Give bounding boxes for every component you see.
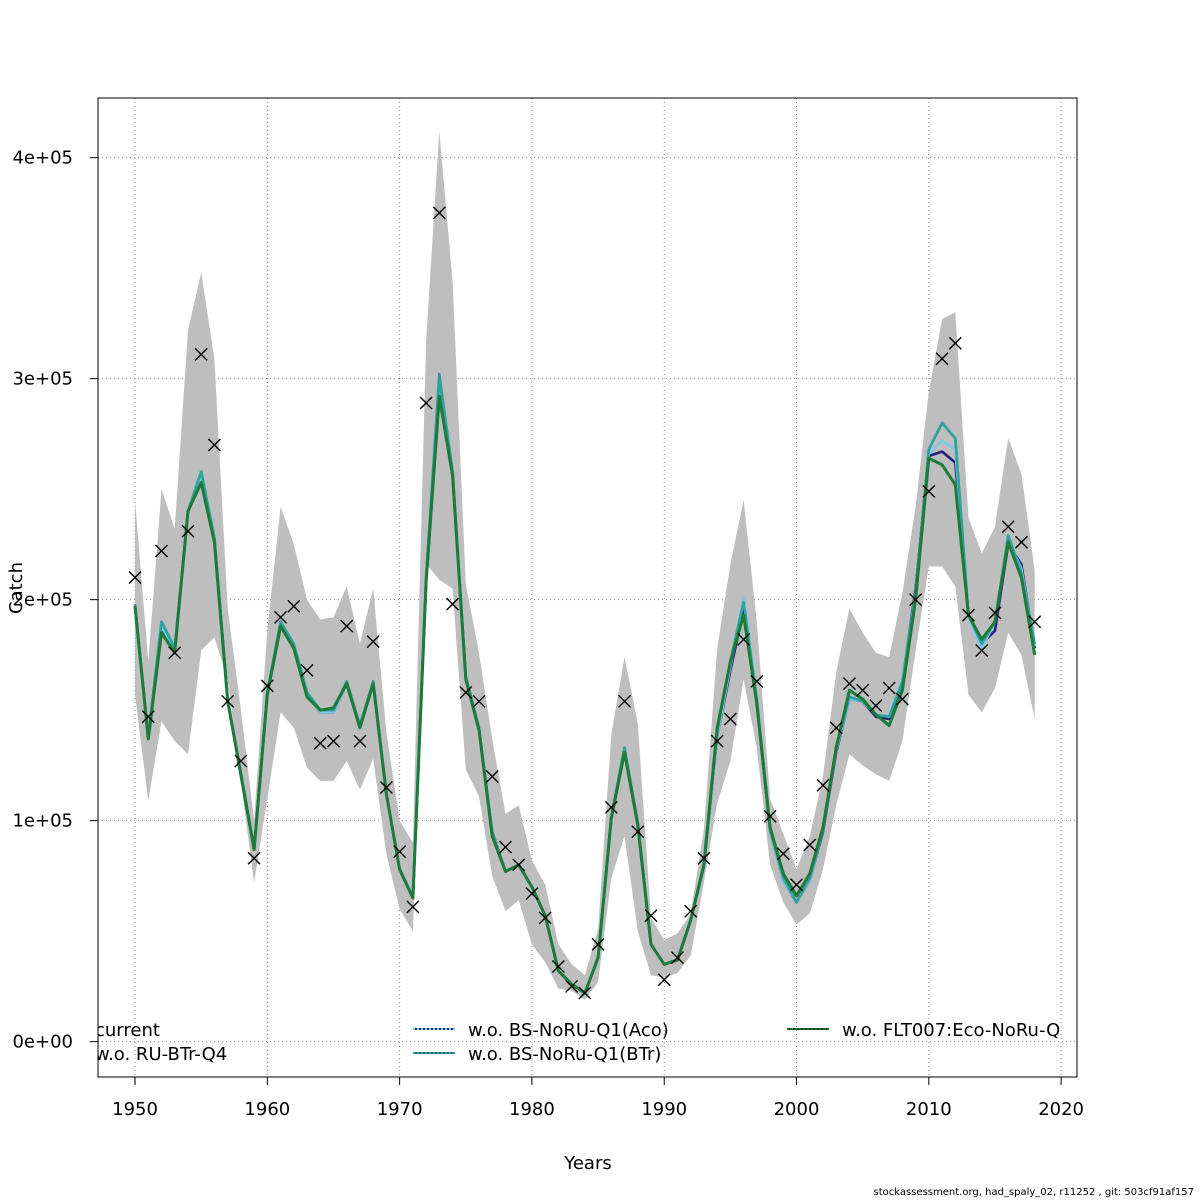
observed-point-2000 [790, 878, 804, 892]
observed-point-1993 [697, 851, 711, 865]
observed-point-1983 [565, 979, 579, 993]
observed-point-1976 [472, 694, 486, 708]
observed-point-1984 [578, 986, 592, 1000]
y-axis: 0e+00 1e+05 2e+05 3e+05 4e+05 [12, 148, 98, 1053]
y-tick-label-100000: 1e+05 [12, 811, 73, 832]
observed-point-2002 [816, 778, 830, 792]
observed-point-1998 [763, 809, 777, 823]
x-tick-label-1980: 1980 [509, 1099, 555, 1120]
legend-label-wo-bs-noru-q1-aco: w.o. BS-NoRU-Q1(Aco) [468, 1020, 669, 1041]
observed-point-2013 [962, 608, 976, 622]
observed-point-1990 [657, 973, 671, 987]
observed-point-1991 [670, 951, 684, 965]
observed-point-1977 [485, 769, 499, 783]
observed-point-1995 [723, 712, 737, 726]
observed-point-2004 [842, 677, 856, 691]
observed-point-2011 [935, 352, 949, 366]
legend-label-current: current [95, 1020, 160, 1041]
y-tick-label-200000: 2e+05 [12, 590, 73, 611]
observed-point-1958 [234, 754, 248, 768]
legend-label-wo-bs-noru-q1-btr: w.o. BS-NoRu-Q1(BTr) [468, 1044, 661, 1065]
x-tick-label-2000: 2000 [774, 1099, 820, 1120]
observed-point-1985 [591, 937, 605, 951]
footer-note: stockassessment.org, had_spaly_02, r1125… [873, 1187, 1194, 1198]
observed-point-2015 [988, 606, 1002, 620]
observed-point-1978 [498, 840, 512, 854]
observed-point-1973 [432, 206, 446, 220]
observed-point-1955 [194, 347, 208, 361]
x-tick-label-2020: 2020 [1038, 1099, 1084, 1120]
observed-point-1997 [750, 674, 764, 688]
observed-point-1954 [181, 524, 195, 538]
observed-point-1967 [353, 734, 367, 748]
observed-point-1980 [525, 887, 539, 901]
observed-point-1950 [128, 571, 142, 585]
y-tick-label-400000: 4e+05 [12, 148, 73, 169]
confidence-band [135, 131, 1035, 1000]
observed-point-1968 [366, 635, 380, 649]
observed-point-1951 [141, 710, 155, 724]
x-tick-label-1950: 1950 [112, 1099, 158, 1120]
grid-lines [98, 98, 1077, 1077]
observed-point-1953 [168, 646, 182, 660]
observed-point-1965 [326, 734, 340, 748]
observed-point-2003 [829, 721, 843, 735]
observed-point-2014 [975, 643, 989, 657]
x-tick-label-1970: 1970 [377, 1099, 423, 1120]
observed-point-1961 [274, 610, 288, 624]
observed-point-2010 [922, 484, 936, 498]
observed-point-1960 [260, 679, 274, 693]
observed-point-1964 [313, 736, 327, 750]
legend: current w.o. RU-BTr-Q4 w.o. BS-NoRU-Q1(A… [95, 1020, 1060, 1065]
observed-point-1974 [446, 597, 460, 611]
observed-point-1952 [155, 544, 168, 558]
observed-point-2006 [869, 699, 883, 713]
observed-point-1979 [512, 858, 526, 872]
observed-point-2008 [895, 692, 909, 706]
observed-point-1975 [459, 685, 473, 699]
observed-points [128, 206, 1042, 1000]
y-axis-title: Catch [6, 562, 27, 614]
observed-point-2005 [856, 683, 870, 697]
observed-point-1982 [551, 960, 565, 973]
observed-point-1981 [538, 911, 552, 925]
observed-point-1999 [776, 847, 790, 861]
observed-point-1986 [604, 800, 618, 814]
legend-label-wo-ru-btr-q4: w.o. RU-BTr-Q4 [95, 1044, 227, 1065]
observed-point-2001 [803, 838, 817, 852]
x-axis-title: Years [563, 1153, 612, 1174]
y-tick-label-300000: 3e+05 [12, 369, 73, 390]
observed-point-2018 [1028, 615, 1042, 629]
y-tick-label-0: 0e+00 [12, 1032, 73, 1053]
observed-point-1972 [419, 396, 433, 410]
observed-point-2017 [1014, 535, 1028, 549]
observed-point-1987 [618, 694, 632, 708]
observed-point-2007 [882, 681, 896, 695]
observed-point-1969 [379, 781, 393, 794]
observed-point-1956 [207, 438, 221, 452]
observed-point-1957 [221, 694, 235, 708]
observed-point-1992 [684, 904, 698, 918]
observed-point-1996 [737, 632, 751, 646]
x-tick-label-2010: 2010 [906, 1099, 952, 1120]
x-axis: 1950 1960 1970 1980 1990 2000 2010 2020 [112, 1077, 1084, 1120]
x-tick-label-1960: 1960 [244, 1099, 290, 1120]
observed-point-1970 [393, 845, 407, 859]
observed-point-1959 [247, 851, 261, 865]
plot-frame [97, 97, 1078, 1078]
observed-point-1971 [406, 900, 420, 914]
observed-point-1988 [631, 825, 645, 839]
legend-label-wo-flt007: w.o. FLT007:Eco-NoRu-Q [842, 1020, 1060, 1041]
observed-point-1994 [710, 734, 724, 748]
observed-point-2016 [1001, 520, 1015, 534]
observed-point-1962 [287, 599, 301, 613]
observed-point-1966 [340, 619, 354, 633]
observed-point-1989 [644, 909, 658, 923]
observed-point-2012 [948, 336, 962, 350]
x-tick-label-1990: 1990 [641, 1099, 687, 1120]
observed-point-2009 [909, 593, 923, 607]
observed-point-1963 [300, 663, 314, 677]
